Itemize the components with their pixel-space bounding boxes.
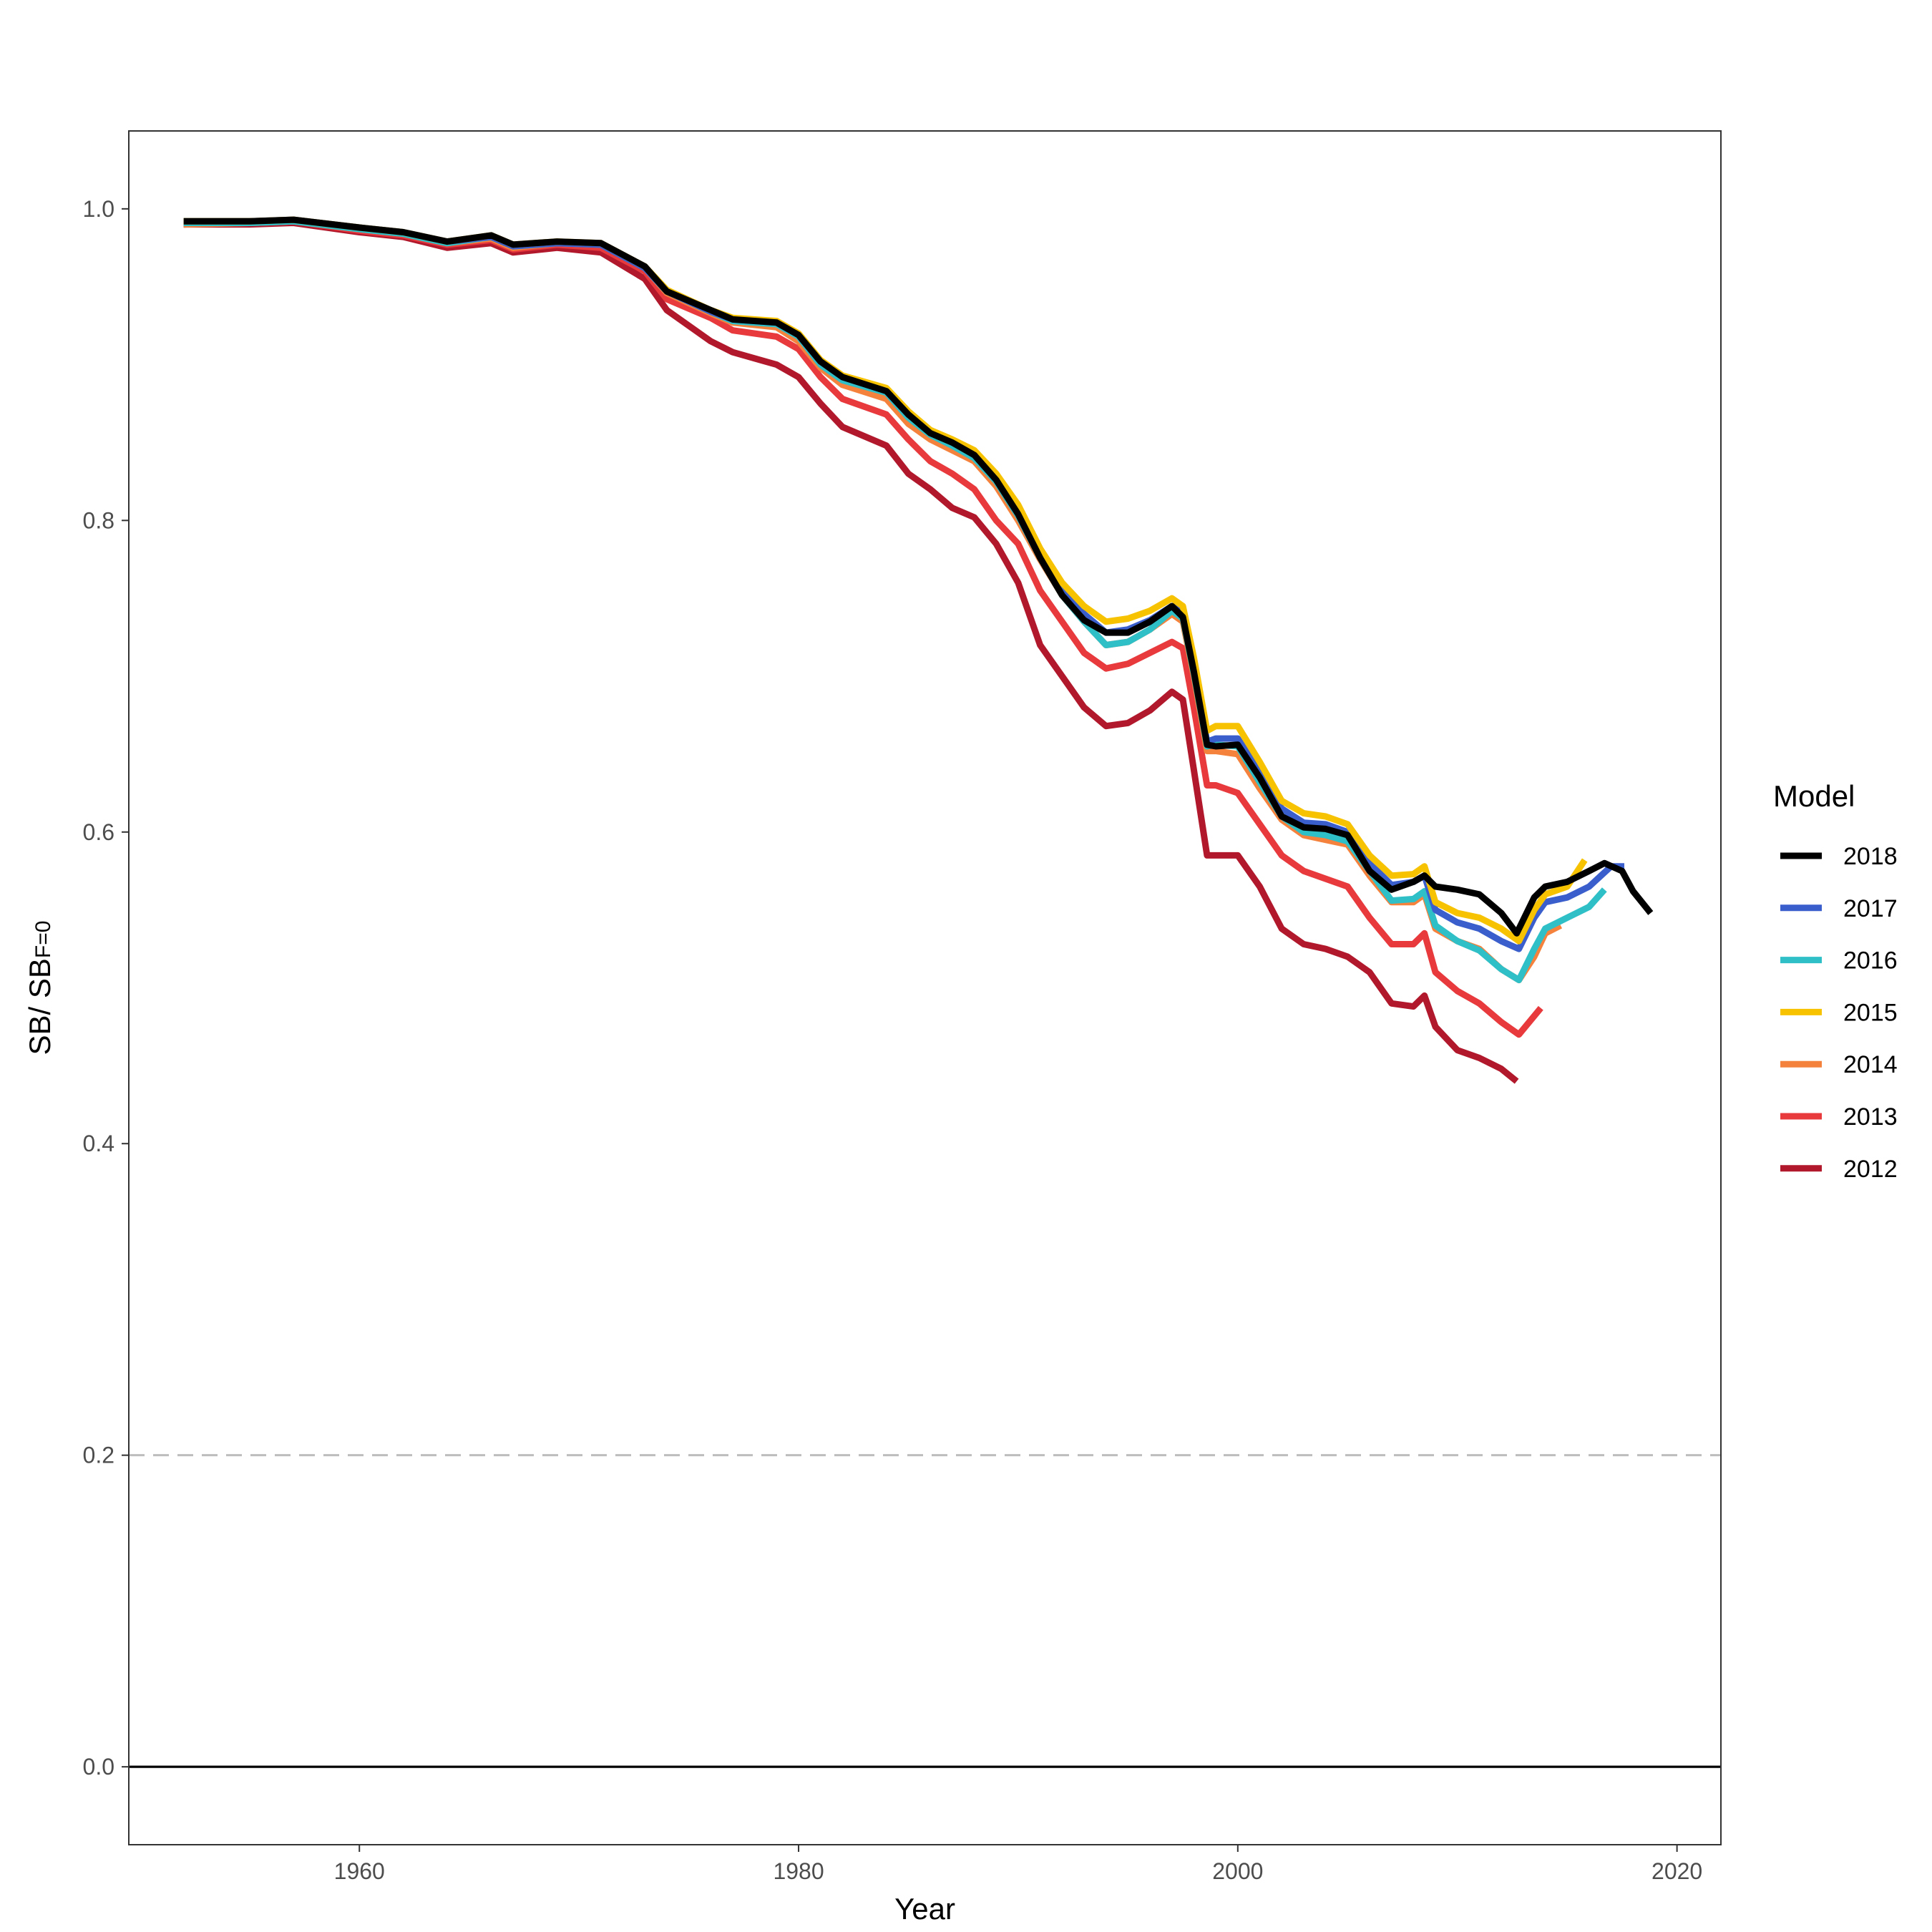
legend-label-2015: 2015 <box>1843 999 1898 1026</box>
y-tick-label: 1.0 <box>83 196 114 222</box>
y-tick-label: 0.2 <box>83 1443 114 1468</box>
x-axis-title: Year <box>894 1892 955 1926</box>
legend-label-2016: 2016 <box>1843 947 1898 975</box>
y-axis-title-main: SB/ SB <box>23 958 57 1055</box>
legend-label-2012: 2012 <box>1843 1156 1898 1183</box>
y-tick-label: 0.6 <box>83 819 114 845</box>
plot-area <box>129 216 1721 1768</box>
legend-label-2017: 2017 <box>1843 895 1898 922</box>
series-line-2018 <box>183 216 1654 937</box>
x-tick-label: 1960 <box>334 1858 385 1884</box>
y-tick-label: 0.4 <box>83 1131 114 1156</box>
plot-panel-border <box>128 130 1722 1845</box>
x-tick-label: 2000 <box>1212 1858 1263 1884</box>
y-axis-title-subscript: F=0 <box>31 921 55 959</box>
x-tick-label: 2020 <box>1652 1858 1702 1884</box>
legend-label-2013: 2013 <box>1843 1103 1898 1131</box>
plot-lines <box>129 216 1721 1768</box>
y-tick-label: 0.8 <box>83 507 114 533</box>
y-tick-label: 0.0 <box>83 1754 114 1780</box>
x-tick-label: 1980 <box>773 1858 824 1884</box>
legend-label-2018: 2018 <box>1843 843 1898 870</box>
legend-title: Model <box>1773 779 1855 813</box>
legend: Model 2018 2017 2016 2015 2014 2013 2012 <box>1773 779 1898 1183</box>
y-axis: 0.0 0.2 0.4 0.6 0.8 1.0 <box>83 196 129 1780</box>
series-line-2012 <box>183 220 1519 1084</box>
x-axis: 1960 1980 2000 2020 <box>334 1845 1702 1884</box>
legend-label-2014: 2014 <box>1843 1051 1898 1078</box>
y-axis-title: SB/ SBF=0 <box>23 921 57 1055</box>
